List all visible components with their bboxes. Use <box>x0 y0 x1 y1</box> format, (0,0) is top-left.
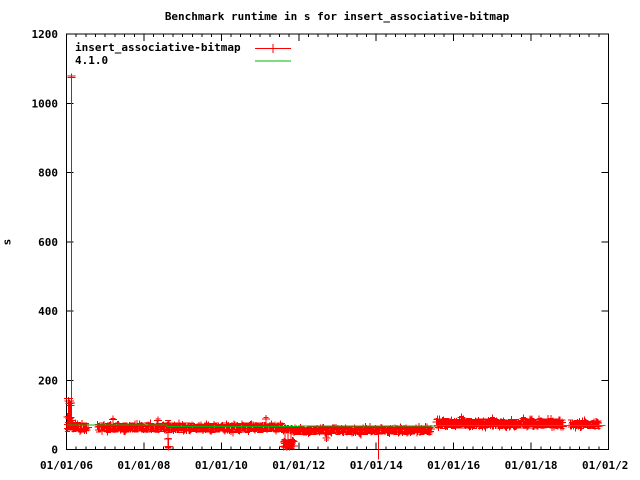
y-tick-label: 400 <box>38 305 58 318</box>
x-tick-label: 01/01/06 <box>40 459 93 472</box>
y-axis-label: s <box>0 238 14 246</box>
y-tick-label: 200 <box>38 374 58 387</box>
legend-label-series1: insert_associative-bitmap <box>75 41 241 54</box>
x-tick-label: 01/01/10 <box>195 459 248 472</box>
x-tick-label: 01/01/14 <box>350 459 403 472</box>
red-plus-markers <box>63 73 603 451</box>
x-tick-label: 01/01/16 <box>427 459 480 472</box>
major-ticks <box>66 33 609 450</box>
legend-sample-series1-plus <box>268 44 278 53</box>
red-errorbar-band <box>66 75 600 460</box>
legend-label-series2: 4.1.0 <box>75 54 109 67</box>
x-tick-label: 01/01/08 <box>117 459 170 472</box>
y-tick-label: 1000 <box>32 97 59 110</box>
y-tick-label: 600 <box>38 236 58 249</box>
chart-title: Benchmark runtime in s for insert_associ… <box>164 10 510 23</box>
x-tick-label: 01/01/2 <box>582 459 628 472</box>
x-tick-label: 01/01/12 <box>272 459 325 472</box>
y-tick-label: 800 <box>38 167 58 180</box>
minor-ticks <box>75 34 600 450</box>
x-tick-label: 01/01/18 <box>505 459 558 472</box>
plot-border <box>66 33 609 450</box>
red-errorbar-caps <box>63 75 602 449</box>
green-baseline <box>66 424 606 427</box>
y-tick-label: 0 <box>51 444 58 457</box>
y-tick-label: 1200 <box>32 28 59 41</box>
